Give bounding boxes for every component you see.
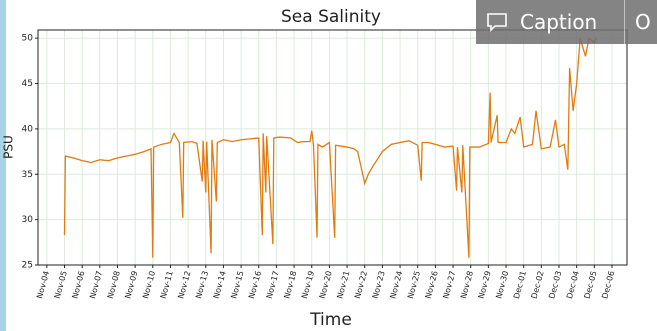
x-tick-label: Nov-17 — [265, 270, 281, 300]
caption-toolbar: Caption O — [476, 0, 657, 44]
x-tick-label: Dec-05 — [583, 270, 599, 300]
chart: Sea Salinity Time PSU 25 30 35 40 45 50 Nov-04… — [0, 0, 657, 331]
background-strip — [0, 0, 6, 331]
x-tick-label: Nov-19 — [300, 270, 316, 300]
x-tick-label: Nov-21 — [335, 270, 351, 300]
more-button[interactable]: O — [625, 10, 651, 34]
x-tick-label: Nov-04 — [35, 270, 51, 300]
y-tick-label: 40 — [22, 124, 34, 134]
x-tick-label: Nov-22 — [353, 270, 369, 300]
x-tick-label: Nov-15 — [229, 270, 245, 300]
x-tick-label: Nov-12 — [176, 270, 192, 300]
x-axis-label: Time — [309, 310, 352, 330]
caption-icon — [486, 12, 508, 32]
x-tick-label: Nov-30 — [494, 270, 510, 300]
x-tick-label: Nov-23 — [371, 270, 387, 300]
y-tick-label: 35 — [22, 170, 33, 180]
caption-button[interactable]: Caption — [476, 0, 625, 44]
y-tick-label: 50 — [22, 34, 34, 44]
x-tick-label: Nov-09 — [123, 270, 139, 300]
x-tick-label: Nov-08 — [106, 270, 122, 300]
x-tick-label: Nov-10 — [141, 270, 157, 300]
caption-text: Caption — [520, 10, 597, 34]
x-tick-label: Dec-01 — [512, 270, 528, 300]
screen: Sea Salinity Time PSU 25 30 35 40 45 50 Nov-04… — [0, 0, 657, 331]
x-tick-label: Nov-29 — [477, 270, 493, 300]
x-tick-label: Nov-20 — [318, 270, 334, 300]
x-tick-label: Nov-26 — [424, 270, 440, 300]
x-tick-label: Nov-06 — [70, 270, 86, 300]
data-line — [64, 38, 596, 258]
x-tick-label: Nov-13 — [194, 270, 210, 300]
x-tick-label: Nov-24 — [388, 270, 404, 300]
x-tick-label: Dec-03 — [547, 270, 563, 300]
x-tick-label: Nov-28 — [459, 270, 475, 300]
x-tick-label: Nov-25 — [406, 270, 422, 300]
x-tick-label: Nov-05 — [53, 270, 69, 300]
y-axis-label: PSU — [2, 135, 16, 159]
y-tick-label: 45 — [22, 79, 33, 89]
x-tick-label: Nov-16 — [247, 270, 263, 300]
chart-title: Sea Salinity — [281, 7, 381, 27]
y-tick-label: 25 — [22, 261, 33, 271]
x-tick-label: Nov-07 — [88, 270, 104, 300]
x-tick-label: Dec-04 — [565, 270, 581, 300]
x-tick-label: Nov-11 — [159, 270, 175, 300]
x-tick-label: Nov-18 — [282, 270, 298, 300]
x-tick-label: Dec-02 — [530, 270, 546, 300]
y-tick-label: 30 — [22, 215, 34, 225]
x-tick-label: Nov-14 — [212, 270, 228, 300]
x-tick-label: Dec-06 — [600, 270, 616, 300]
x-tick-label: Nov-27 — [441, 270, 457, 300]
plot-frame — [38, 30, 627, 265]
